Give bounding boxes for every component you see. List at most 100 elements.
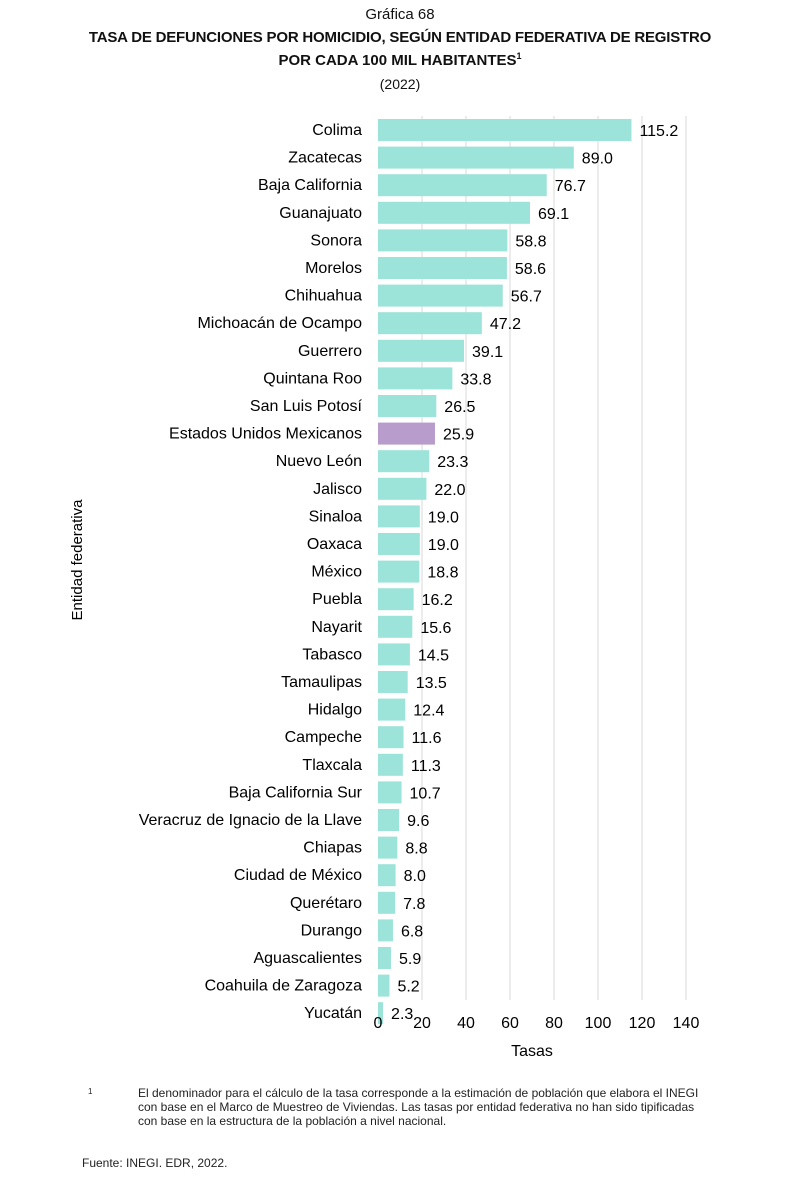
category-label: Oaxaca (307, 536, 362, 553)
bar (378, 919, 393, 942)
bar (378, 229, 508, 252)
footnote-ref: 1 (516, 51, 522, 61)
x-tick-label: 40 (457, 1015, 475, 1032)
x-tick-label: 100 (585, 1015, 612, 1032)
data-label: 89.0 (582, 151, 613, 168)
bar (378, 781, 402, 804)
data-label: 26.5 (444, 399, 475, 416)
bar (378, 671, 408, 693)
footnote-mark: 1 (88, 1087, 93, 1096)
data-label: 58.6 (515, 261, 546, 278)
x-axis-label: Tasas (511, 1043, 553, 1060)
category-label: México (311, 564, 362, 581)
category-label: Estados Unidos Mexicanos (169, 426, 362, 443)
gridlines (421, 116, 687, 1000)
bar (378, 947, 391, 969)
category-label: Michoacán de Ocampo (197, 315, 362, 332)
bar (378, 864, 396, 887)
category-label: Nayarit (311, 619, 362, 636)
bar (378, 505, 420, 528)
data-label: 56.7 (511, 289, 542, 306)
bar (378, 588, 414, 611)
x-tick-label: 140 (673, 1015, 700, 1032)
bar (378, 836, 398, 859)
bar (378, 643, 410, 666)
bar (378, 809, 400, 831)
data-label: 76.7 (555, 178, 586, 195)
category-label: Nuevo León (276, 453, 362, 470)
x-tick-label: 0 (374, 1015, 383, 1032)
category-label: Guerrero (298, 343, 362, 360)
data-label: 25.9 (443, 427, 474, 444)
x-tick-label: 20 (413, 1015, 431, 1032)
category-label: Baja California Sur (229, 784, 363, 801)
bar (378, 891, 396, 914)
category-label: Veracruz de Ignacio de la Llave (139, 812, 362, 829)
data-label: 47.2 (490, 316, 521, 333)
category-label: Quintana Roo (263, 370, 362, 387)
bar (378, 339, 465, 362)
bar (378, 257, 507, 279)
data-label: 7.8 (403, 896, 425, 913)
bar (378, 284, 503, 307)
bar (378, 753, 403, 776)
data-label: 58.8 (515, 233, 546, 250)
bar (378, 174, 547, 197)
data-label: 10.7 (410, 785, 441, 802)
category-label: Guanajuato (279, 205, 362, 222)
x-axis-ticks: 0 20 40 60 80 100 120 140 (374, 1015, 700, 1032)
category-label: Querétaro (290, 895, 362, 912)
category-label: San Luis Potosí (250, 398, 363, 415)
category-label: Sinaloa (309, 508, 362, 525)
category-label: Tamaulipas (281, 674, 362, 691)
category-label: Colima (312, 122, 362, 139)
data-label: 39.1 (472, 344, 503, 361)
category-label: Zacatecas (288, 150, 362, 167)
data-label: 12.4 (413, 703, 444, 720)
category-label: Aguascalientes (253, 950, 362, 967)
bars: Colima 115.2 Zacatecas 89.0 Baja California 7… (139, 119, 678, 1025)
category-label: Jalisco (313, 481, 362, 498)
data-label: 19.0 (428, 537, 459, 554)
x-tick-label: 120 (629, 1015, 656, 1032)
data-label: 6.8 (401, 923, 423, 940)
bar (378, 726, 404, 749)
bar (378, 533, 420, 555)
category-label: Hidalgo (308, 702, 362, 719)
footnote-text: El denominador para el cálculo de la tas… (138, 1086, 699, 1128)
y-axis-label: Entidad federativa (69, 499, 86, 621)
data-label: 8.0 (404, 868, 426, 885)
bar (378, 119, 632, 141)
bar (378, 395, 437, 417)
data-label: 8.8 (405, 841, 427, 858)
bar (378, 477, 427, 500)
chart-title-line2: POR CADA 100 MIL HABITANTES1 (0, 51, 800, 69)
x-tick-label: 80 (545, 1015, 563, 1032)
bar (378, 615, 413, 638)
bar (378, 560, 420, 583)
category-label: Baja California (258, 177, 362, 194)
category-label: Sonora (310, 232, 362, 249)
category-label: Ciudad de México (234, 867, 362, 884)
source-note: Fuente: INEGI. EDR, 2022. (82, 1156, 228, 1170)
data-label: 16.2 (422, 592, 453, 609)
data-label: 5.9 (399, 951, 421, 968)
bar (378, 146, 574, 169)
chart-subtitle: Gráfica 68 (365, 6, 435, 23)
data-label: 5.2 (397, 979, 419, 996)
category-label: Chihuahua (285, 288, 363, 305)
bar (378, 450, 430, 473)
category-label: Yucatán (304, 1005, 362, 1022)
data-label: 23.3 (437, 454, 468, 471)
x-tick-label: 60 (501, 1015, 519, 1032)
category-label: Durango (301, 922, 362, 939)
bar (378, 698, 406, 721)
bar (378, 974, 390, 997)
data-label: 15.6 (420, 620, 451, 637)
data-label: 11.3 (411, 758, 441, 775)
category-label: Tabasco (302, 646, 362, 663)
data-label: 14.5 (418, 647, 449, 664)
data-label: 115.2 (639, 123, 678, 140)
chart-title: TASA DE DEFUNCIONES POR HOMICIDIO, SEGÚN… (88, 29, 712, 46)
bar (378, 312, 482, 335)
